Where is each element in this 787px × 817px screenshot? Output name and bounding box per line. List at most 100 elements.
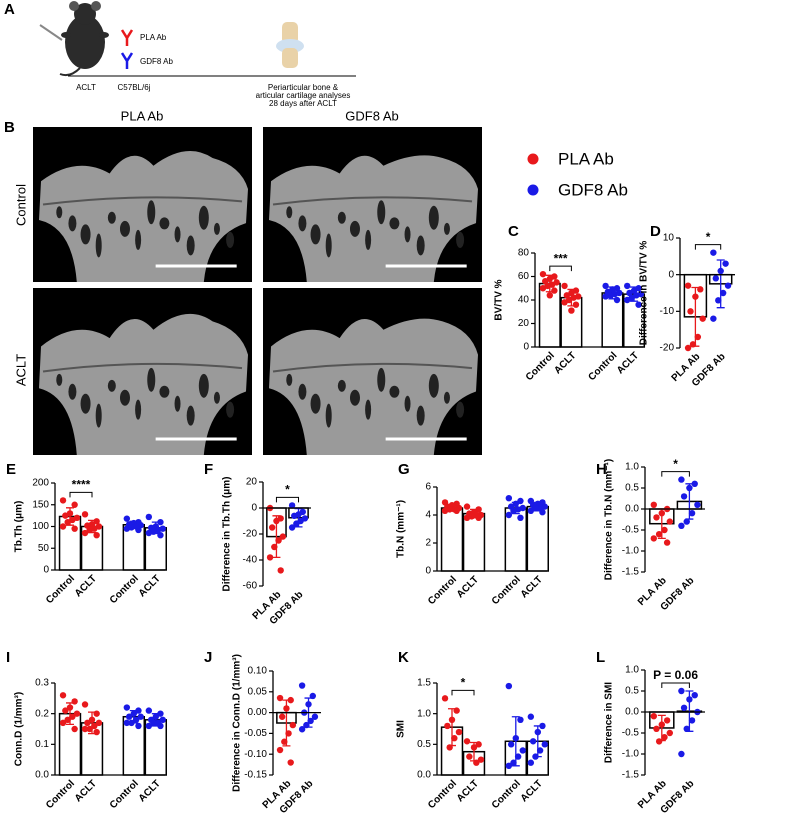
bone-pore — [159, 385, 170, 398]
data-point — [305, 701, 312, 708]
bone-pore — [213, 391, 220, 404]
data-point — [448, 716, 456, 723]
legend-marker — [527, 184, 539, 196]
bone-pore — [443, 391, 450, 404]
bone-pore — [365, 399, 372, 420]
y-axis-label: Difference in BV/TV % — [639, 241, 650, 346]
data-point — [86, 725, 93, 733]
y-tick-label: -0.5 — [622, 728, 640, 739]
data-point — [678, 750, 685, 758]
data-point — [666, 518, 673, 525]
column-label: GDF8 Ab — [345, 108, 398, 123]
data-point — [453, 707, 460, 714]
y-tick-label: 0.5 — [625, 686, 639, 697]
data-point — [145, 722, 153, 730]
data-point — [62, 707, 69, 714]
data-point — [125, 713, 133, 720]
data-point — [81, 701, 89, 708]
data-point — [288, 502, 296, 509]
significance-bracket — [661, 471, 690, 477]
bone-pore — [310, 224, 321, 245]
bone — [269, 318, 478, 455]
data-point — [684, 344, 692, 352]
x-tick-label: Control — [426, 778, 459, 811]
x-tick-label: Control — [490, 574, 523, 607]
data-point — [517, 514, 524, 521]
y-tick-label: 100 — [32, 521, 49, 532]
data-point — [699, 315, 706, 322]
data-point — [475, 514, 482, 521]
y-tick-label: 60 — [518, 271, 530, 282]
y-tick-label: 0 — [523, 342, 529, 353]
bone-pore — [337, 379, 346, 392]
data-point — [517, 497, 524, 505]
bone-pore — [68, 215, 77, 232]
data-point — [298, 682, 306, 689]
data-point — [271, 543, 278, 551]
column-label: PLA Ab — [121, 108, 164, 123]
legend-label: GDF8 Ab — [558, 180, 628, 199]
x-tick-label: ACLT — [137, 573, 163, 599]
data-point — [561, 299, 568, 306]
data-point — [81, 529, 89, 537]
x-tick-label: ACLT — [455, 778, 481, 804]
data-point — [527, 507, 535, 514]
y-tick-label: 0.10 — [248, 666, 268, 677]
bone-pore — [135, 229, 142, 250]
bone-pore — [56, 373, 63, 386]
x-tick-label: ACLT — [73, 573, 99, 599]
data-point — [650, 501, 657, 508]
data-point — [159, 716, 166, 723]
cartilage-line — [42, 196, 243, 206]
data-point — [678, 476, 685, 483]
bone-pore — [377, 367, 386, 392]
panel-letter: F — [204, 461, 213, 478]
y-axis-label: Difference in SMI — [604, 682, 615, 763]
data-point — [283, 705, 290, 712]
x-tick-label: ACLT — [455, 574, 481, 600]
bone-pore — [159, 217, 170, 230]
data-point — [650, 535, 657, 542]
x-tick-label: ACLT — [615, 350, 641, 376]
timeline-label: 28 days after ACLT — [269, 99, 337, 108]
data-point — [91, 722, 98, 730]
data-point — [71, 698, 78, 705]
data-point — [539, 509, 546, 516]
bone-pore — [404, 395, 411, 412]
data-point — [689, 341, 697, 348]
data-point — [130, 710, 137, 717]
timeline-label: articular cartilage analyses — [256, 91, 351, 100]
data-point — [475, 506, 482, 513]
y-tick-label: 50 — [38, 543, 50, 554]
x-tick-label: Control — [108, 778, 141, 811]
panel-letter: A — [4, 1, 15, 18]
data-point — [451, 735, 458, 742]
data-point — [441, 507, 449, 514]
y-tick-label: -20 — [243, 529, 258, 540]
mouse-icon — [39, 1, 109, 77]
x-tick-label: Control — [44, 778, 77, 811]
bone-pore — [310, 393, 321, 414]
panel-letter: C — [508, 223, 519, 240]
y-tick-label: 20 — [246, 477, 258, 488]
data-point — [678, 522, 685, 529]
data-point — [288, 524, 296, 531]
bone-pore — [337, 211, 346, 224]
data-point — [722, 260, 729, 267]
data-point — [532, 504, 539, 512]
data-point — [287, 759, 294, 766]
significance-bracket — [694, 244, 722, 250]
y-tick-label: 200 — [32, 478, 49, 489]
y-tick-label: 2 — [425, 538, 431, 549]
data-point — [93, 710, 100, 717]
data-point — [128, 719, 135, 727]
data-point — [650, 713, 657, 720]
x-tick-label: Control — [426, 574, 459, 607]
y-tick-label: 150 — [32, 499, 49, 510]
data-point — [307, 717, 314, 725]
data-point — [539, 285, 547, 292]
data-point — [539, 270, 547, 278]
data-point — [453, 507, 460, 514]
bone-pore — [186, 405, 195, 426]
y-tick-label: 1.0 — [417, 708, 431, 719]
